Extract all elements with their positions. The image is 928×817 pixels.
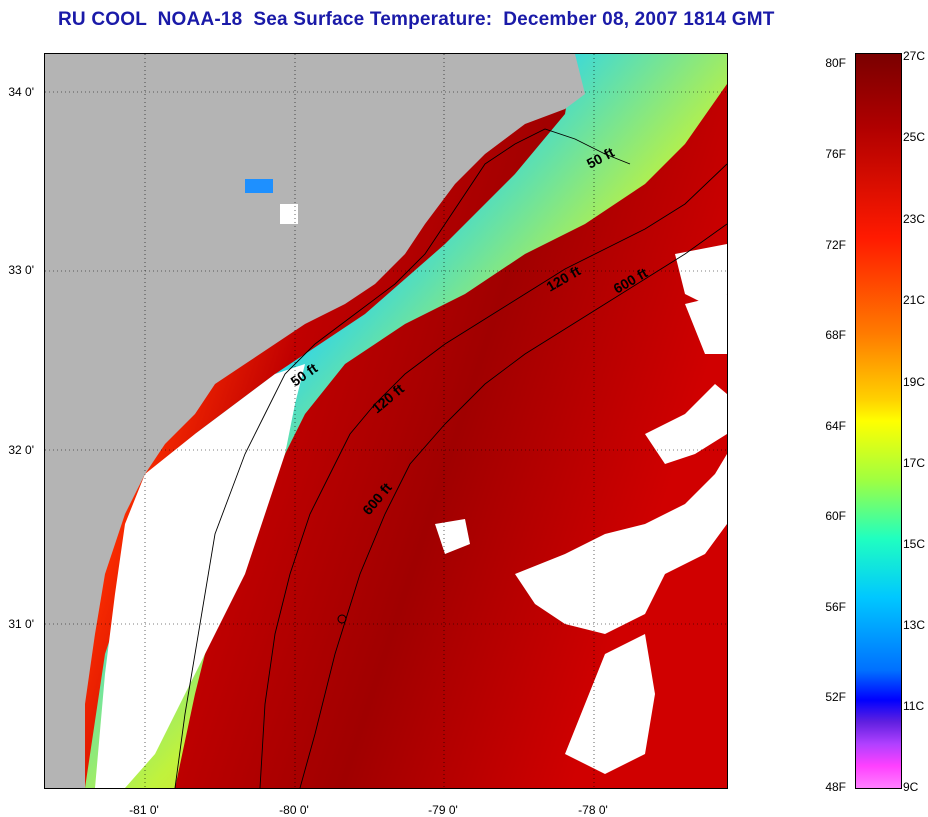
- sst-map[interactable]: 50 ft 50 ft 120 ft 120 ft 600 ft 600 ft: [44, 53, 728, 789]
- colorbar-c-23: 23C: [903, 212, 926, 226]
- inland-water-patch: [245, 179, 273, 193]
- colorbar-f-56: 56F: [825, 600, 846, 614]
- colorbar-f-80: 80F: [825, 56, 846, 70]
- colorbar-f-48: 48F: [825, 780, 846, 794]
- cloud-patch-offshore-2: [565, 634, 655, 774]
- map-title: RU COOL NOAA-18 Sea Surface Temperature:…: [58, 9, 775, 30]
- cloud-patch-offshore-6: [685, 294, 727, 354]
- colorbar-f-68: 68F: [825, 328, 846, 342]
- cloud-mask-nearshore: [95, 364, 305, 788]
- lon-label-78: -78 0': [578, 803, 608, 817]
- colorbar-f-60: 60F: [825, 509, 846, 523]
- colorbar-f-76: 76F: [825, 147, 846, 161]
- colorbar-f-72: 72F: [825, 238, 846, 252]
- colorbar-c-19: 19C: [903, 375, 926, 389]
- depth-contours: [174, 128, 727, 788]
- colorbar-c-11: 11C: [903, 699, 925, 713]
- lat-label-32: 32 0': [8, 443, 34, 457]
- lon-label-79: -79 0': [428, 803, 458, 817]
- graticule: [45, 54, 727, 788]
- land-area: [45, 54, 585, 788]
- colorbar-c-9: 9C: [903, 780, 919, 794]
- lon-label-81: -81 0': [129, 803, 159, 817]
- lat-label-31: 31 0': [8, 617, 34, 631]
- lat-label-34: 34 0': [8, 85, 34, 99]
- temperature-colorbar: [855, 53, 902, 789]
- colorbar-c-25: 25C: [903, 130, 926, 144]
- cloud-patch-offshore-1: [515, 454, 727, 634]
- cloud-patch-offshore-4: [675, 244, 727, 304]
- cloud-patch-offshore-3: [645, 384, 727, 464]
- colorbar-c-21: 21C: [903, 293, 926, 307]
- lat-label-33: 33 0': [8, 263, 34, 277]
- colorbar-f-52: 52F: [825, 690, 846, 704]
- colorbar-f-64: 64F: [825, 419, 846, 433]
- colorbar-c-27: 27C: [903, 49, 926, 63]
- cloud-patch-offshore-5: [435, 519, 470, 554]
- station-marker[interactable]: [337, 614, 347, 624]
- sst-map-canvas: 50 ft 50 ft 120 ft 120 ft 600 ft 600 ft: [45, 54, 727, 788]
- lon-label-80: -80 0': [279, 803, 309, 817]
- inland-cloud-patch: [280, 204, 298, 224]
- colorbar-c-17: 17C: [903, 456, 926, 470]
- colorbar-c-15: 15C: [903, 537, 926, 551]
- colorbar-c-13: 13C: [903, 618, 926, 632]
